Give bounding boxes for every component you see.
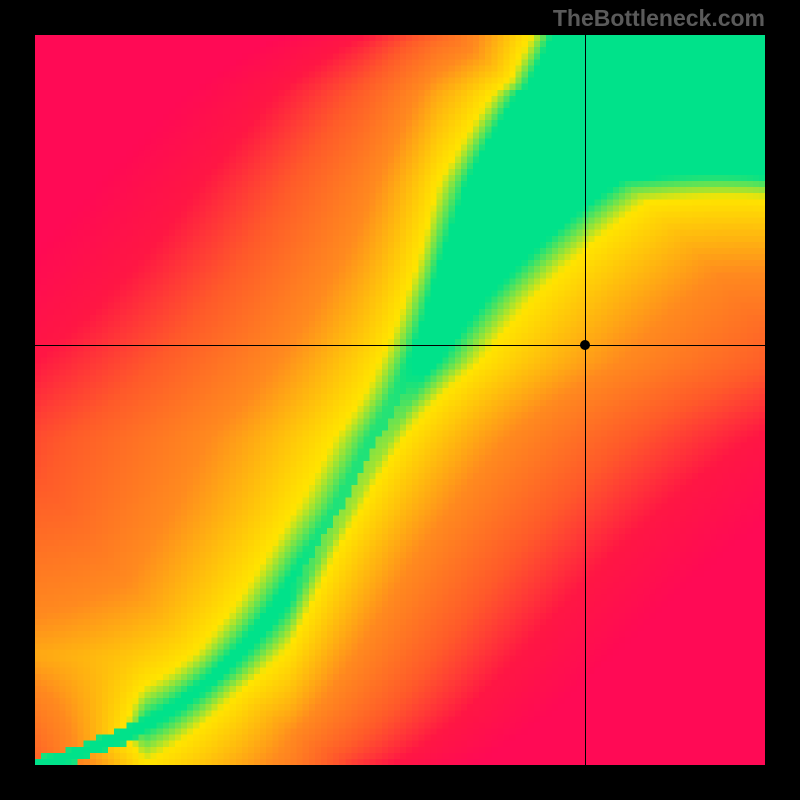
crosshair-dot [580, 340, 590, 350]
crosshair-vertical [585, 35, 586, 765]
crosshair-horizontal [35, 345, 765, 346]
watermark-text: TheBottleneck.com [553, 5, 765, 32]
bottleneck-heatmap [35, 35, 765, 765]
